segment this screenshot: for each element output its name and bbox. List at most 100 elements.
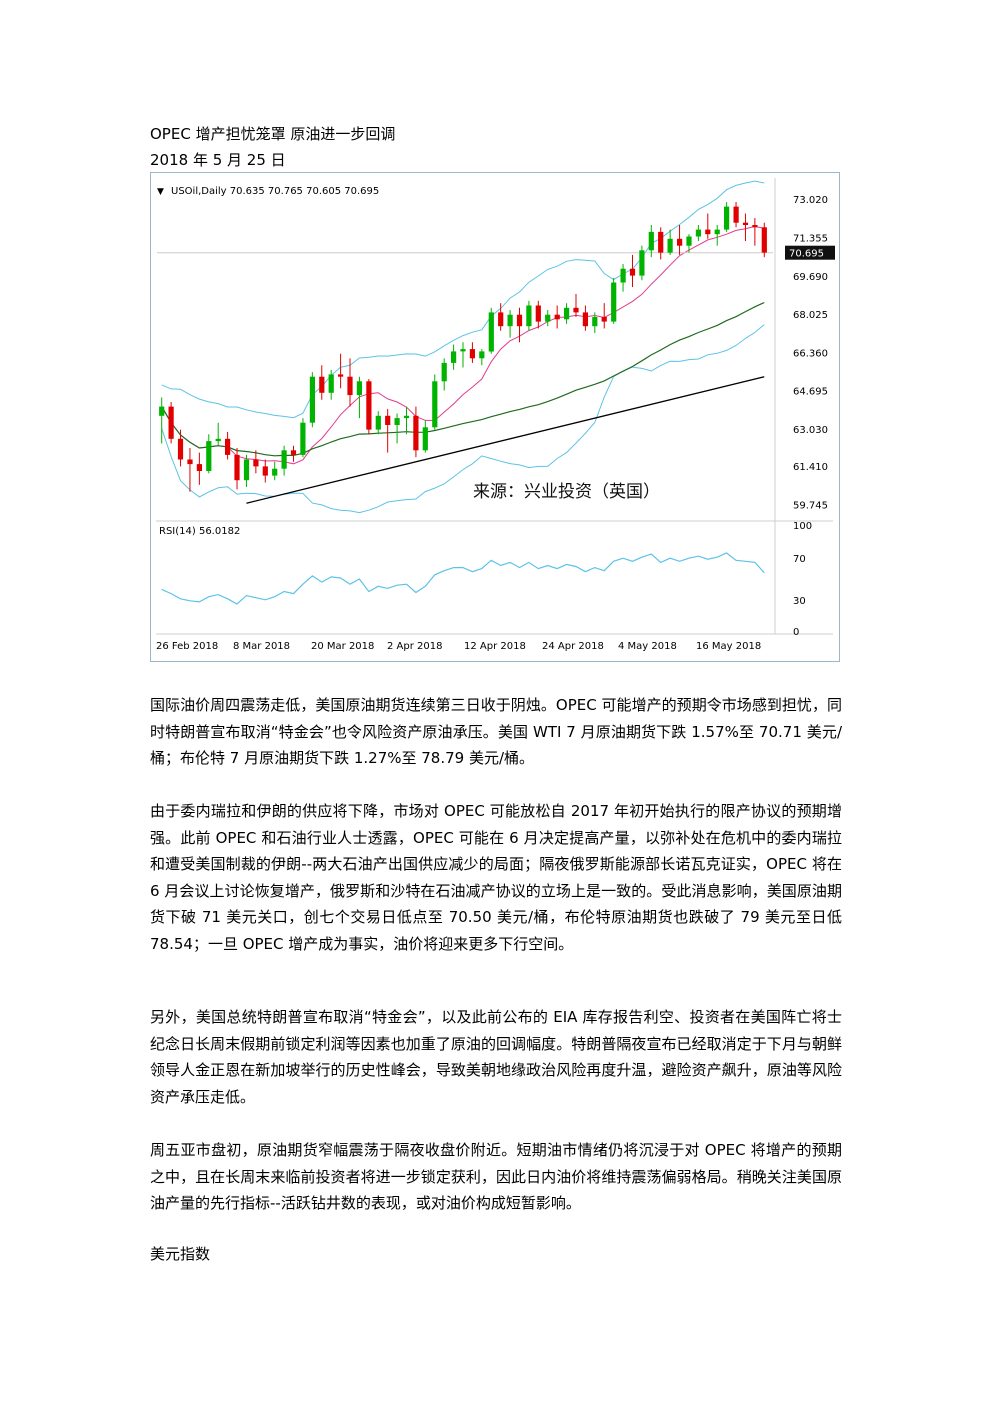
candle bbox=[479, 349, 485, 366]
candle bbox=[469, 342, 475, 363]
candle-body bbox=[262, 466, 268, 476]
candle-body bbox=[573, 307, 579, 313]
candle bbox=[573, 293, 579, 317]
oil-price-chart: 73.020 71.355 69.690 68.025 66.360 64.695 63.0… bbox=[150, 172, 840, 662]
candle bbox=[714, 224, 720, 246]
candle-body bbox=[601, 317, 607, 322]
price-tick-label: 69.690 bbox=[793, 272, 828, 283]
candle-body bbox=[724, 206, 730, 230]
candle-body bbox=[253, 459, 259, 467]
rsi-label: RSI(14) 56.0182 bbox=[159, 526, 240, 537]
current-price-tag bbox=[785, 245, 835, 260]
price-tick-label: 71.355 bbox=[793, 234, 828, 245]
price-tick-label: 68.025 bbox=[793, 310, 828, 321]
candle-body bbox=[469, 349, 475, 359]
candle bbox=[752, 218, 758, 246]
candle-body bbox=[225, 438, 231, 455]
price-tick-label: 73.020 bbox=[793, 195, 828, 206]
date-tick-label: 16 May 2018 bbox=[696, 641, 761, 652]
price-tick-label: 64.695 bbox=[793, 387, 828, 398]
date-tick-label: 4 May 2018 bbox=[618, 641, 677, 652]
candle-body bbox=[385, 415, 391, 425]
candle-body bbox=[309, 376, 315, 423]
candle-body bbox=[234, 454, 240, 481]
candle-body bbox=[488, 312, 494, 352]
candle bbox=[300, 418, 306, 458]
candle bbox=[206, 434, 212, 474]
candle-body bbox=[460, 349, 466, 352]
candle bbox=[177, 429, 184, 467]
candle bbox=[742, 213, 749, 242]
candle-body bbox=[338, 374, 344, 377]
candle bbox=[695, 224, 701, 242]
candle bbox=[488, 307, 494, 354]
candle-body bbox=[413, 415, 419, 451]
candle bbox=[761, 222, 767, 258]
candle-body bbox=[677, 238, 683, 246]
candle-body bbox=[451, 351, 457, 363]
bollinger-lower-line bbox=[161, 324, 765, 514]
date-tick-label: 20 Mar 2018 bbox=[311, 641, 374, 652]
candle bbox=[281, 445, 287, 476]
candle bbox=[535, 300, 541, 329]
price-tick-label: 66.360 bbox=[793, 348, 828, 359]
paragraph-4: 周五亚市盘初，原油期货窄幅震荡于隔夜收盘价附近。短期油市情绪仍将沉浸于对 OPE… bbox=[150, 1141, 842, 1212]
candle bbox=[460, 342, 466, 368]
candle bbox=[629, 254, 636, 288]
candle bbox=[403, 406, 410, 435]
candle bbox=[196, 452, 202, 485]
next-section-heading: 美元指数 bbox=[150, 1245, 211, 1263]
candle-body bbox=[290, 450, 297, 455]
candle bbox=[667, 229, 673, 255]
bollinger-upper-line bbox=[161, 180, 765, 419]
candle-body bbox=[582, 312, 588, 327]
candle bbox=[215, 422, 221, 446]
candle-body bbox=[639, 250, 645, 276]
candle-body bbox=[356, 381, 362, 396]
candle bbox=[422, 420, 428, 453]
date-tick-label: 26 Feb 2018 bbox=[156, 641, 218, 652]
candle-body bbox=[479, 351, 485, 359]
candle-body bbox=[328, 374, 334, 393]
short-ma-line bbox=[161, 225, 765, 465]
candle bbox=[451, 344, 457, 370]
candle-body bbox=[742, 222, 749, 225]
candle-body bbox=[516, 314, 523, 327]
date-tick-label: 12 Apr 2018 bbox=[464, 641, 526, 652]
chart-canvas: 73.020 71.355 69.690 68.025 66.360 64.695 63.0… bbox=[151, 173, 839, 661]
paragraph-2: 由于委内瑞拉和伊朗的供应将下降，市场对 OPEC 可能放松自 2017 年初开始… bbox=[150, 802, 842, 953]
candle-body bbox=[620, 268, 626, 283]
candle bbox=[356, 376, 362, 419]
candle-body bbox=[498, 312, 504, 327]
candle bbox=[262, 459, 268, 483]
date-tick-label: 2 Apr 2018 bbox=[387, 641, 442, 652]
candle-body bbox=[432, 381, 438, 428]
candle bbox=[243, 454, 250, 488]
price-tick-label: 61.410 bbox=[793, 462, 828, 473]
candle-body bbox=[168, 406, 174, 439]
candle-body bbox=[564, 307, 570, 320]
candle bbox=[545, 310, 551, 327]
candle bbox=[309, 372, 315, 428]
candle bbox=[253, 450, 259, 474]
candle-body bbox=[375, 415, 381, 430]
candle bbox=[705, 213, 711, 239]
chart-source-note: 来源：兴业投资（英国） bbox=[473, 482, 660, 502]
candle-body bbox=[206, 441, 212, 471]
candle-body bbox=[629, 268, 636, 276]
chart-header-marker: ▼ bbox=[157, 187, 164, 197]
candle bbox=[413, 406, 419, 458]
candle-body bbox=[243, 459, 250, 481]
candle bbox=[507, 310, 513, 338]
paragraph-3: 另外，美国总统特朗普宣布取消“特金会”，以及此前公布的 EIA 库存报告利空、投… bbox=[150, 1008, 842, 1106]
candle bbox=[526, 300, 532, 331]
candle bbox=[168, 402, 174, 444]
candle bbox=[328, 369, 334, 400]
rsi-line bbox=[161, 552, 765, 605]
candle-body bbox=[658, 231, 664, 253]
candle-body bbox=[159, 406, 165, 416]
candle-body bbox=[281, 450, 287, 469]
candle bbox=[582, 305, 588, 331]
candle bbox=[319, 365, 325, 400]
